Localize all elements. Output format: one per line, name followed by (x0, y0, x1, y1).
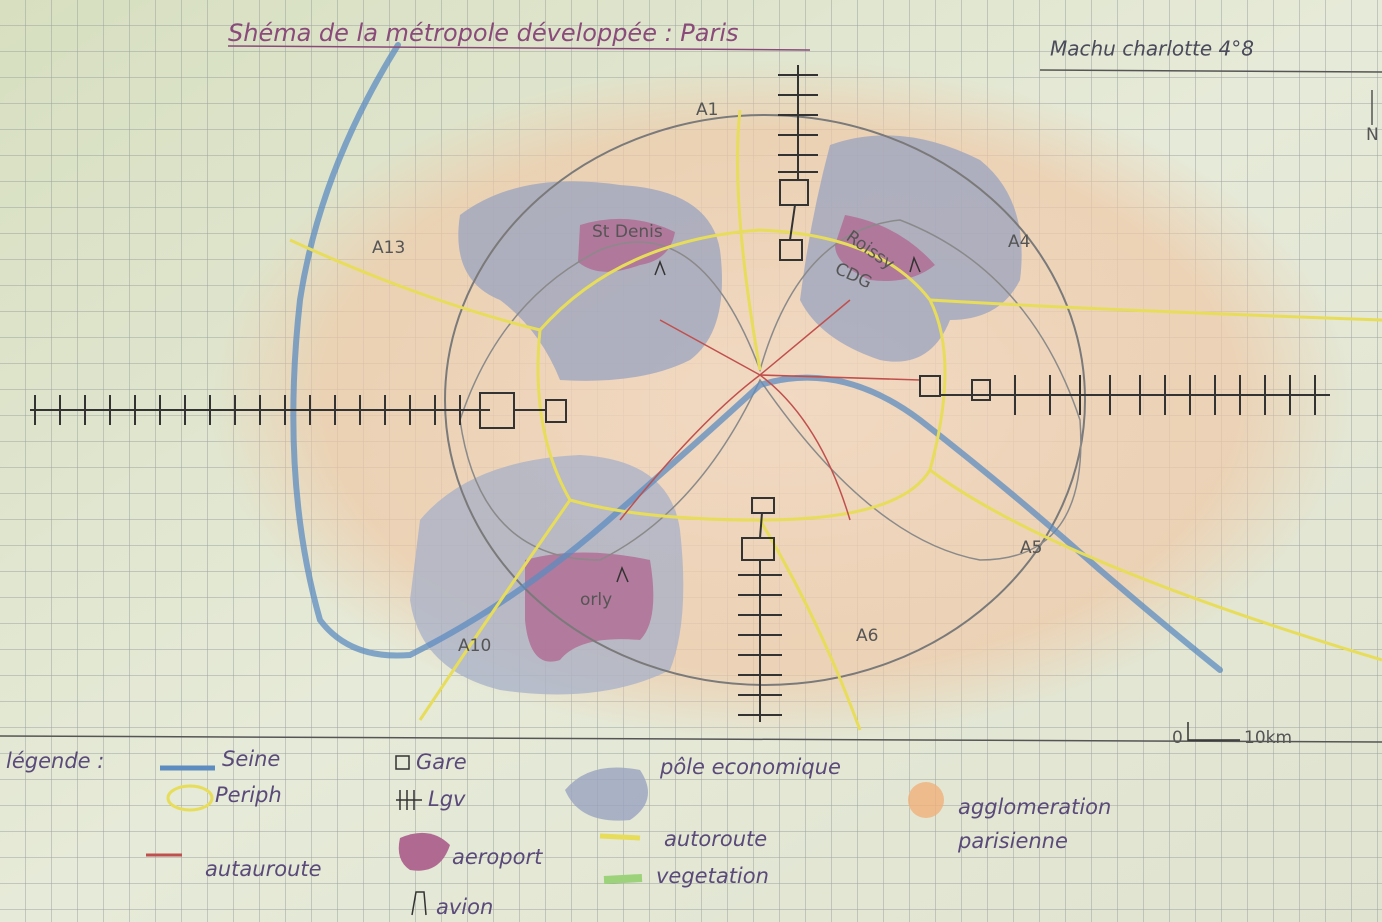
title: Shéma de la métropole développée : Paris (228, 19, 739, 47)
map-label: A5 (1020, 538, 1042, 558)
scale-start: 0 (1172, 728, 1183, 748)
hand-drawn-map: Shéma de la métropole développée : Paris… (0, 0, 1382, 922)
legend-label: Seine (222, 747, 280, 771)
author: Machu charlotte 4°8 (1050, 37, 1254, 61)
map-label: A6 (856, 626, 878, 646)
legend-swatch (600, 836, 640, 838)
compass: N (1366, 125, 1379, 145)
legend-label: pôle economique (659, 755, 841, 779)
legend-label: agglomeration (958, 795, 1111, 819)
legend-label: avion (436, 895, 493, 919)
legend-label: parisienne (957, 829, 1068, 853)
legend-label: Periph (215, 783, 282, 807)
map-label: A13 (372, 238, 405, 258)
legend-label: autoroute (664, 827, 767, 851)
legend-swatch (908, 782, 944, 818)
legend-label: vegetation (656, 864, 769, 888)
legend-label: Gare (416, 750, 467, 774)
legend-title: légende : (6, 749, 104, 773)
map-label: A1 (696, 100, 718, 120)
map-label: St Denis (592, 222, 663, 242)
map-label: A10 (458, 636, 491, 656)
map-label: A4 (1008, 232, 1030, 252)
legend-swatch (604, 878, 642, 880)
legend-label: autauroute (205, 857, 322, 881)
legend-label: Lgv (428, 787, 466, 811)
scale-end: 10km (1244, 728, 1292, 748)
map-label: orly (580, 590, 612, 610)
legend-label: aeroport (452, 845, 543, 869)
